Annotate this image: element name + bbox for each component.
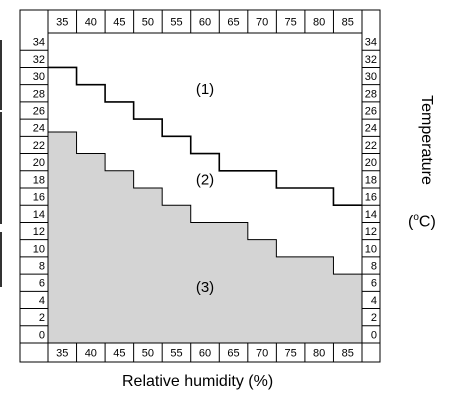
y-tick-label-left-28: 28 [33,88,45,100]
y-tick-label-right-8: 8 [371,261,377,273]
y-tick-label-left-10: 10 [33,243,45,255]
x-tick-label-bottom-55: 55 [170,348,182,360]
y-tick-label-left-30: 30 [33,71,45,83]
y-tick-label-left-14: 14 [33,209,45,221]
x-tick-label-top-40: 40 [85,17,97,29]
left-edge-mark-upper [0,40,2,110]
x-tick-label-bottom-70: 70 [256,348,268,360]
left-edge-mark-middle [0,112,2,224]
y-tick-label-left-8: 8 [39,261,45,273]
shaded-region-3 [47,131,363,344]
region-label-1: (1) [196,81,214,98]
left-edge-mark-lower [0,232,2,287]
y-tick-label-left-18: 18 [33,174,45,186]
x-tick-label-top-75: 75 [285,17,297,29]
x-tick-label-bottom-50: 50 [142,348,154,360]
y-tick-label-left-6: 6 [39,278,45,290]
y-tick-label-left-24: 24 [33,123,45,135]
y-tick-label-left-34: 34 [33,37,45,49]
y-tick-label-right-16: 16 [365,192,377,204]
outer-frame [19,9,381,363]
x-tick-label-bottom-80: 80 [313,348,325,360]
y-tick-label-right-26: 26 [365,106,377,118]
y-axis-unit: (oC) [408,212,436,231]
y-axis-title: Temperature [406,80,446,200]
x-tick-label-top-50: 50 [142,17,154,29]
y-tick-label-right-30: 30 [365,71,377,83]
y-tick-label-right-4: 4 [371,295,377,307]
y-tick-label-right-0: 0 [371,329,377,341]
y-tick-label-left-0: 0 [39,329,45,341]
y-tick-label-right-24: 24 [365,123,377,135]
y-tick-label-right-10: 10 [365,243,377,255]
x-tick-label-bottom-85: 85 [342,348,354,360]
x-tick-label-top-35: 35 [56,17,68,29]
y-tick-label-right-14: 14 [365,209,377,221]
x-tick-label-bottom-75: 75 [285,348,297,360]
y-tick-label-right-32: 32 [365,54,377,66]
y-axis-title-text: Temperature [418,95,435,185]
x-tick-label-bottom-45: 45 [113,348,125,360]
y-tick-label-left-12: 12 [33,226,45,238]
region-label-3: (3) [196,279,214,296]
x-tick-label-top-65: 65 [227,17,239,29]
x-tick-label-bottom-65: 65 [227,348,239,360]
y-tick-label-right-34: 34 [365,37,377,49]
x-tick-label-bottom-35: 35 [56,348,68,360]
y-tick-label-right-22: 22 [365,140,377,152]
x-tick-label-bottom-40: 40 [85,348,97,360]
y-tick-label-left-2: 2 [39,312,45,324]
y-axis-unit-suffix: C) [418,213,436,231]
y-tick-label-left-20: 20 [33,157,45,169]
y-tick-label-left-4: 4 [39,295,45,307]
x-tick-label-top-85: 85 [342,17,354,29]
x-tick-label-top-60: 60 [199,17,211,29]
region-label-2: (2) [196,171,214,188]
y-tick-label-right-6: 6 [371,278,377,290]
x-tick-label-top-55: 55 [170,17,182,29]
y-tick-label-right-2: 2 [371,312,377,324]
x-tick-label-top-70: 70 [256,17,268,29]
y-axis-unit-degree: o [413,212,419,223]
y-tick-label-right-12: 12 [365,226,377,238]
step-boundary-line [48,66,362,207]
y-tick-label-left-26: 26 [33,106,45,118]
x-tick-label-top-45: 45 [113,17,125,29]
y-tick-label-right-28: 28 [365,88,377,100]
y-tick-label-right-20: 20 [365,157,377,169]
y-tick-label-left-32: 32 [33,54,45,66]
x-axis-title: Relative humidity (%) [122,373,274,390]
x-tick-label-top-80: 80 [313,17,325,29]
y-tick-label-left-22: 22 [33,140,45,152]
x-tick-label-bottom-60: 60 [199,348,211,360]
y-tick-label-right-18: 18 [365,174,377,186]
y-tick-label-left-16: 16 [33,192,45,204]
y-axis-unit-prefix: ( [408,213,414,231]
